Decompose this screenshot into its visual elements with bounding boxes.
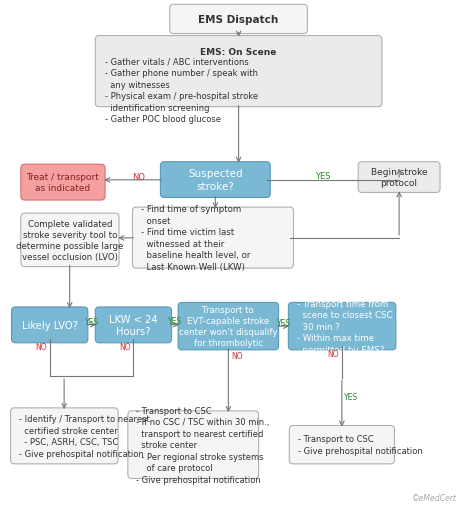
FancyBboxPatch shape: [21, 165, 105, 201]
FancyBboxPatch shape: [21, 214, 119, 267]
Text: - Gather vitals / ABC interventions
- Gather phone number / speak with
  any wit: - Gather vitals / ABC interventions - Ga…: [105, 58, 258, 124]
Text: Likely LVO?: Likely LVO?: [22, 320, 78, 330]
Text: Begin stroke
protocol: Begin stroke protocol: [371, 167, 428, 188]
FancyBboxPatch shape: [289, 426, 394, 464]
FancyBboxPatch shape: [95, 307, 172, 343]
Text: - Transport to CSC
- Give prehospital notification: - Transport to CSC - Give prehospital no…: [298, 435, 422, 455]
FancyBboxPatch shape: [95, 37, 382, 107]
Text: Treat / transport
as indicated: Treat / transport as indicated: [27, 173, 100, 193]
FancyBboxPatch shape: [358, 162, 440, 193]
Text: Complete validated
stroke severity tool to
determine possible large
vessel occlu: Complete validated stroke severity tool …: [16, 219, 124, 262]
FancyBboxPatch shape: [170, 5, 308, 35]
FancyBboxPatch shape: [288, 303, 396, 350]
Text: LKW < 24
Hours?: LKW < 24 Hours?: [109, 314, 158, 336]
Text: ©eMedCert: ©eMedCert: [412, 493, 457, 502]
FancyBboxPatch shape: [160, 162, 270, 198]
Text: Transport to
EVT-capable stroke
center won't disqualify
for thrombolytic: Transport to EVT-capable stroke center w…: [179, 305, 278, 348]
Text: YES: YES: [344, 392, 358, 401]
Text: YES: YES: [315, 172, 330, 181]
Text: YES: YES: [85, 317, 99, 326]
Text: NO: NO: [231, 352, 243, 361]
FancyBboxPatch shape: [178, 303, 279, 350]
FancyBboxPatch shape: [11, 307, 88, 343]
Text: - Identify / Transport to nearest
  certified stroke center
  - PSC, ASRH, CSC, : - Identify / Transport to nearest certif…: [19, 414, 150, 458]
Text: - Find time of symptom
  onset
- Find time victim last
  witnessed at their
  ba: - Find time of symptom onset - Find time…: [141, 205, 250, 271]
FancyBboxPatch shape: [10, 408, 118, 464]
Text: YES: YES: [168, 317, 182, 325]
Text: EMS Dispatch: EMS Dispatch: [199, 15, 279, 25]
Text: NO: NO: [132, 173, 145, 182]
Text: - Transport time from
  scene to closest CSC ≤
  30 min.?
- Within max time
  pe: - Transport time from scene to closest C…: [297, 299, 402, 354]
Text: NO: NO: [327, 350, 339, 359]
Text: Suspected
stroke?: Suspected stroke?: [188, 169, 243, 191]
FancyBboxPatch shape: [133, 208, 293, 269]
Text: - Transport to CSC
- If no CSC / TSC within 30 min.,
  transport to nearest cert: - Transport to CSC - If no CSC / TSC wit…: [136, 406, 270, 484]
Text: NO: NO: [35, 343, 46, 352]
Text: YES: YES: [277, 318, 291, 327]
Text: NO: NO: [119, 343, 130, 352]
FancyBboxPatch shape: [128, 411, 259, 478]
Text: EMS: On Scene: EMS: On Scene: [201, 47, 277, 56]
